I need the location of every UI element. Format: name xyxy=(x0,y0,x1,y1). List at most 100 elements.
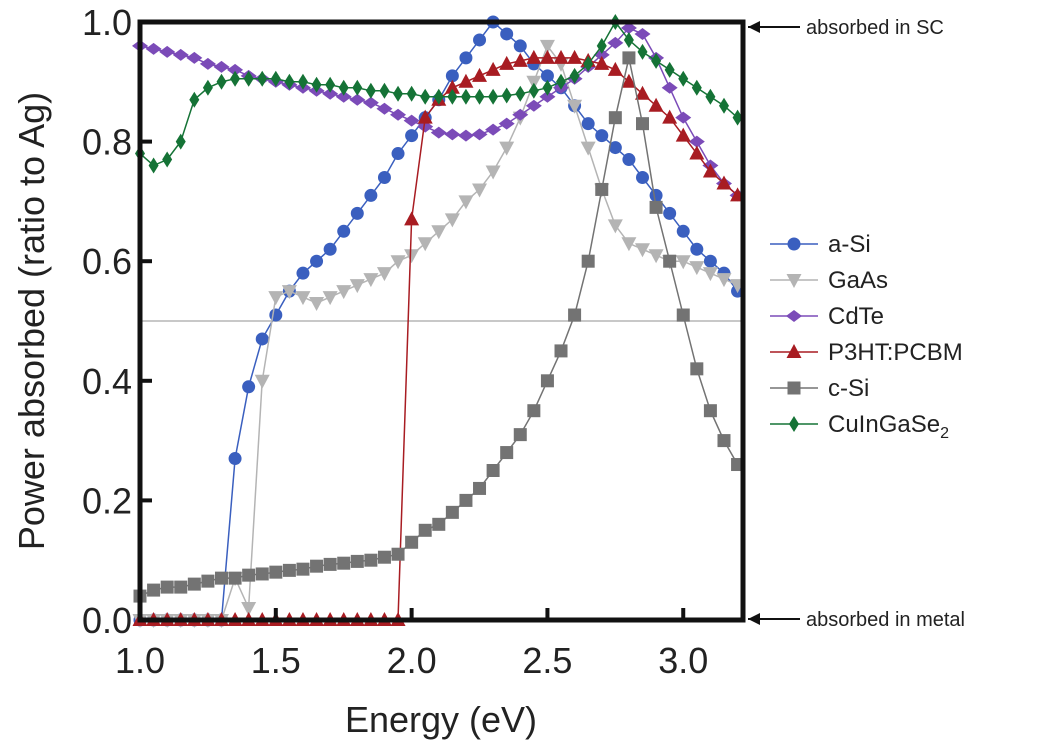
data-point xyxy=(702,267,718,282)
data-point xyxy=(338,79,349,96)
data-point xyxy=(620,21,637,34)
data-point xyxy=(635,243,650,258)
data-point xyxy=(569,67,580,84)
data-point xyxy=(663,254,677,268)
data-point xyxy=(500,27,514,41)
series-layer xyxy=(132,14,746,628)
data-point xyxy=(447,88,458,105)
data-point xyxy=(540,374,554,388)
data-point xyxy=(365,82,376,99)
data-point xyxy=(458,195,474,210)
data-point xyxy=(607,61,623,76)
data-point xyxy=(337,556,351,570)
data-point xyxy=(473,33,487,47)
data-point xyxy=(583,55,594,72)
data-point xyxy=(216,73,227,90)
legend-marker xyxy=(787,381,801,395)
data-point xyxy=(199,57,216,70)
legend-entry: CdTe xyxy=(770,303,884,330)
data-point xyxy=(705,88,716,105)
data-point xyxy=(420,88,431,105)
data-point xyxy=(512,108,529,121)
data-point xyxy=(254,374,270,389)
data-point xyxy=(309,297,325,312)
data-point xyxy=(444,213,460,228)
data-point xyxy=(213,60,230,73)
data-point xyxy=(651,52,662,69)
data-point xyxy=(335,90,352,103)
annotation-bottom-label: absorbed in metal xyxy=(806,609,965,631)
data-point xyxy=(376,267,392,282)
plot-frame xyxy=(137,19,746,623)
data-point xyxy=(621,237,637,252)
data-point xyxy=(362,96,379,109)
data-point xyxy=(649,200,663,214)
data-point xyxy=(471,128,488,141)
legend-marker xyxy=(786,344,802,358)
data-point xyxy=(542,79,553,96)
data-point xyxy=(172,48,189,61)
data-point xyxy=(241,602,257,617)
x-tick-label: 2.0 xyxy=(387,640,437,681)
data-point xyxy=(472,183,488,198)
data-point xyxy=(675,111,692,124)
data-point xyxy=(404,249,420,264)
data-point xyxy=(648,97,664,112)
data-point xyxy=(513,39,527,53)
data-point xyxy=(323,242,337,256)
data-point xyxy=(269,308,283,322)
data-point xyxy=(702,163,718,178)
data-point xyxy=(282,563,296,577)
legend-label: GaAs xyxy=(828,267,888,294)
data-point xyxy=(678,70,689,87)
data-point xyxy=(337,224,351,238)
data-point xyxy=(553,49,569,64)
data-point xyxy=(663,206,677,220)
data-point xyxy=(527,404,541,418)
data-point xyxy=(349,93,366,106)
data-point xyxy=(690,362,704,376)
data-point xyxy=(376,102,393,115)
data-point xyxy=(417,237,433,252)
data-point xyxy=(404,211,420,226)
data-point xyxy=(703,254,717,268)
data-point xyxy=(159,45,176,58)
data-point xyxy=(485,123,502,136)
data-point xyxy=(661,81,678,94)
data-point xyxy=(311,76,322,93)
data-point xyxy=(635,85,650,100)
data-point xyxy=(595,129,609,143)
data-point xyxy=(513,428,527,442)
data-point xyxy=(418,523,432,537)
arrow-head-bottom-icon xyxy=(748,613,760,625)
data-point xyxy=(512,52,528,67)
data-point xyxy=(162,151,173,168)
data-point xyxy=(296,562,310,576)
data-point xyxy=(567,49,583,64)
data-point xyxy=(444,79,460,94)
data-point xyxy=(377,170,391,184)
legend-entry: P3HT:PCBM xyxy=(770,339,963,366)
legend-entry: GaAs xyxy=(770,267,888,294)
arrow-head-top-icon xyxy=(748,21,760,33)
data-point xyxy=(486,464,500,477)
legend-label: CuInGaSe2 xyxy=(828,411,949,442)
data-point xyxy=(405,535,419,549)
data-point xyxy=(350,206,364,220)
data-point xyxy=(430,126,447,139)
data-point xyxy=(323,557,337,571)
legend: a-Si GaAs CdTe P3HT:PCBM c-Si CuInGaSe2 xyxy=(770,231,963,442)
legend-marker xyxy=(786,310,802,322)
series-c-si xyxy=(133,51,745,603)
data-point xyxy=(310,254,324,268)
data-point xyxy=(391,147,405,161)
data-point xyxy=(390,255,406,270)
data-point xyxy=(556,73,567,90)
data-point xyxy=(634,27,651,40)
data-point xyxy=(336,285,352,300)
data-point xyxy=(567,99,583,114)
data-point xyxy=(325,76,336,93)
data-point xyxy=(716,273,732,288)
data-point xyxy=(296,266,310,280)
